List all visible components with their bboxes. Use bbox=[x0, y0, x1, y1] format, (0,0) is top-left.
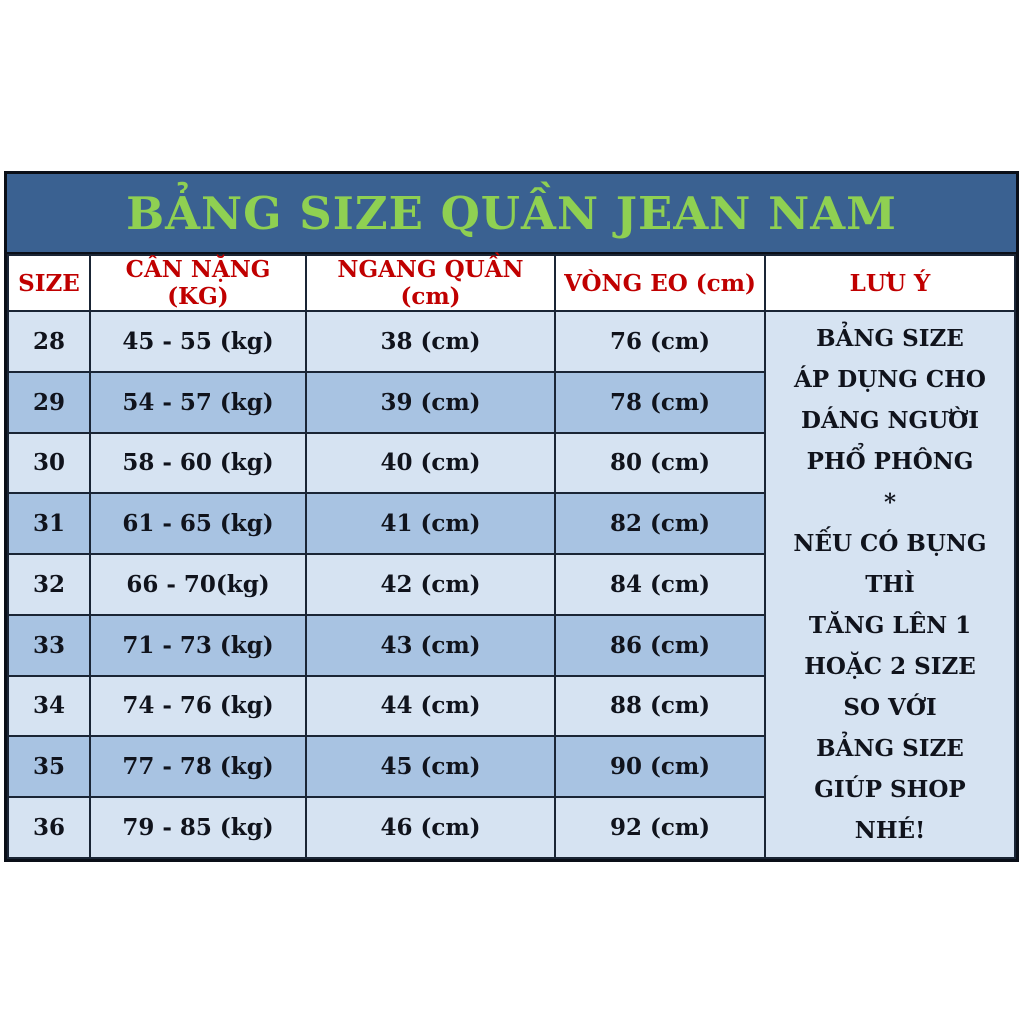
width-cell: 43 (cm) bbox=[305, 613, 556, 677]
table-row: 29 54 - 57 (kg) 39 (cm) 78 (cm) bbox=[7, 370, 1015, 434]
table-row: 35 77 - 78 (kg) 45 (cm) 90 (cm) bbox=[7, 735, 1015, 799]
weight-cell: 66 - 70(kg) bbox=[89, 553, 307, 616]
note-line: TĂNG LÊN 1 bbox=[808, 612, 972, 639]
weight-cell: 79 - 85 (kg) bbox=[89, 796, 307, 859]
column-header-note: LƯU Ý bbox=[764, 254, 1016, 312]
note-line: ÁP DỤNG CHO bbox=[794, 366, 986, 393]
weight-cell: 61 - 65 (kg) bbox=[89, 492, 307, 556]
waist-cell: 80 (cm) bbox=[554, 431, 766, 495]
waist-cell: 92 (cm) bbox=[554, 796, 766, 859]
note-line: PHỔ PHÔNG bbox=[806, 448, 974, 475]
size-cell: 34 bbox=[7, 674, 91, 738]
waist-cell: 84 (cm) bbox=[554, 553, 766, 616]
note-line: NHÉ! bbox=[854, 817, 926, 844]
size-cell: 28 bbox=[7, 310, 91, 373]
waist-cell: 82 (cm) bbox=[554, 492, 766, 556]
column-header-weight: CÂN NẶNG (KG) bbox=[89, 254, 307, 312]
waist-cell: 78 (cm) bbox=[554, 370, 766, 434]
width-cell: 38 (cm) bbox=[305, 310, 556, 373]
width-cell: 44 (cm) bbox=[305, 674, 556, 738]
table-row: 30 58 - 60 (kg) 40 (cm) 80 (cm) bbox=[7, 431, 1015, 495]
width-cell: 41 (cm) bbox=[305, 492, 556, 556]
width-cell: 45 (cm) bbox=[305, 735, 556, 799]
width-cell: 39 (cm) bbox=[305, 370, 556, 434]
table-row: 31 61 - 65 (kg) 41 (cm) 82 (cm) bbox=[7, 492, 1015, 556]
width-cell: 42 (cm) bbox=[305, 553, 556, 616]
note-line: GIÚP SHOP bbox=[814, 776, 966, 803]
size-cell: 33 bbox=[7, 613, 91, 677]
note-line: NẾU CÓ BỤNG bbox=[793, 530, 987, 557]
column-header-width: NGANG QUẦN (cm) bbox=[305, 254, 556, 312]
note-line: BẢNG SIZE bbox=[816, 735, 964, 762]
size-chart-table: SIZE CÂN NẶNG (KG) NGANG QUẦN (cm) VÒNG … bbox=[7, 254, 1016, 859]
note-line: THÌ bbox=[865, 571, 915, 598]
waist-cell: 76 (cm) bbox=[554, 310, 766, 373]
column-header-waist: VÒNG EO (cm) bbox=[554, 254, 766, 312]
size-chart-board: BẢNG SIZE QUẦN JEAN NAM SIZE CÂN NẶNG (K… bbox=[4, 171, 1019, 862]
note-line: BẢNG SIZE bbox=[816, 325, 964, 352]
table-row: 33 71 - 73 (kg) 43 (cm) 86 (cm) bbox=[7, 613, 1015, 677]
size-cell: 30 bbox=[7, 431, 91, 495]
banner: BẢNG SIZE QUẦN JEAN NAM bbox=[7, 174, 1016, 254]
waist-cell: 88 (cm) bbox=[554, 674, 766, 738]
weight-cell: 45 - 55 (kg) bbox=[89, 310, 307, 373]
column-header-size: SIZE bbox=[7, 254, 91, 312]
size-cell: 29 bbox=[7, 370, 91, 434]
width-cell: 40 (cm) bbox=[305, 431, 556, 495]
weight-cell: 58 - 60 (kg) bbox=[89, 431, 307, 495]
weight-cell: 74 - 76 (kg) bbox=[89, 674, 307, 738]
page-title: BẢNG SIZE QUẦN JEAN NAM bbox=[126, 186, 897, 240]
table-row: 34 74 - 76 (kg) 44 (cm) 88 (cm) bbox=[7, 674, 1015, 738]
width-cell: 46 (cm) bbox=[305, 796, 556, 859]
note-line: DÁNG NGƯỜI bbox=[801, 407, 979, 434]
size-cell: 32 bbox=[7, 553, 91, 616]
table-row: 32 66 - 70(kg) 42 (cm) 84 (cm) bbox=[7, 553, 1015, 616]
weight-cell: 77 - 78 (kg) bbox=[89, 735, 307, 799]
note-line: SO VỚI bbox=[843, 694, 937, 721]
size-cell: 31 bbox=[7, 492, 91, 556]
size-cell: 35 bbox=[7, 735, 91, 799]
table-row: 36 79 - 85 (kg) 46 (cm) 92 (cm) bbox=[7, 796, 1015, 859]
table-row: 28 45 - 55 (kg) 38 (cm) 76 (cm) BẢNG SIZ… bbox=[7, 310, 1016, 859]
note-line: HOẶC 2 SIZE bbox=[804, 653, 976, 680]
weight-cell: 54 - 57 (kg) bbox=[89, 370, 307, 434]
note-cell: BẢNG SIZE ÁP DỤNG CHO DÁNG NGƯỜI PHỔ PHÔ… bbox=[764, 310, 1016, 859]
note-line: * bbox=[883, 489, 897, 516]
weight-cell: 71 - 73 (kg) bbox=[89, 613, 307, 677]
waist-cell: 86 (cm) bbox=[554, 613, 766, 677]
header-row: SIZE CÂN NẶNG (KG) NGANG QUẦN (cm) VÒNG … bbox=[7, 254, 1016, 312]
waist-cell: 90 (cm) bbox=[554, 735, 766, 799]
size-cell: 36 bbox=[7, 796, 91, 859]
